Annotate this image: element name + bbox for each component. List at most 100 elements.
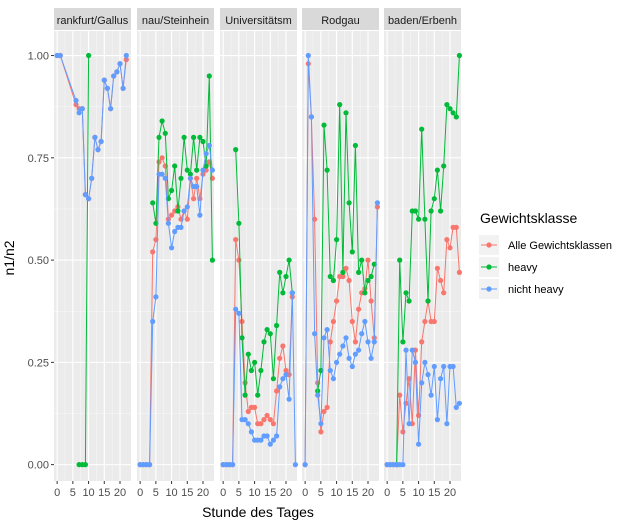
panel-background bbox=[54, 31, 131, 481]
data-point bbox=[162, 175, 168, 181]
data-point bbox=[425, 298, 431, 304]
x-tick-label: 20 bbox=[197, 487, 209, 499]
data-point bbox=[289, 290, 295, 296]
data-point bbox=[324, 404, 330, 410]
facet-panel-1: rankfurt/Gallus 0 5 10 15 20 bbox=[54, 8, 131, 499]
data-point bbox=[406, 298, 412, 304]
facet-strip-label: nau/Steinhein bbox=[142, 15, 209, 27]
legend-entry: nicht heavy bbox=[479, 279, 564, 299]
data-point bbox=[120, 85, 126, 91]
data-point bbox=[86, 52, 92, 59]
series-alle-gewichtsklassen bbox=[384, 224, 462, 468]
data-point bbox=[270, 421, 276, 427]
data-point bbox=[156, 134, 162, 140]
data-point bbox=[242, 392, 248, 398]
data-point bbox=[356, 306, 362, 312]
y-tick-label: 0.75 bbox=[28, 153, 49, 165]
data-point bbox=[242, 380, 248, 386]
data-point bbox=[438, 376, 444, 382]
data-point bbox=[352, 351, 358, 357]
data-point bbox=[159, 155, 165, 161]
data-point bbox=[368, 355, 374, 361]
facet-strip-label: rankfurt/Gallus bbox=[57, 15, 129, 27]
data-point bbox=[283, 367, 289, 374]
facet-strip bbox=[302, 8, 379, 30]
legend-entry: heavy bbox=[479, 257, 538, 277]
data-point bbox=[441, 363, 447, 370]
data-point bbox=[175, 208, 181, 214]
data-point bbox=[441, 290, 447, 296]
data-point bbox=[255, 392, 261, 398]
data-point bbox=[444, 102, 450, 108]
data-point bbox=[98, 138, 104, 145]
series-nicht-heavy bbox=[137, 142, 215, 468]
data-point bbox=[95, 147, 101, 153]
data-point bbox=[359, 331, 365, 337]
data-point bbox=[283, 372, 289, 378]
x-tick-label: 20 bbox=[444, 487, 456, 499]
data-point bbox=[416, 216, 422, 222]
data-point bbox=[425, 372, 431, 378]
data-point bbox=[206, 142, 212, 149]
data-point bbox=[292, 462, 298, 468]
data-point bbox=[147, 462, 153, 468]
data-point bbox=[419, 380, 425, 386]
data-point bbox=[403, 347, 409, 353]
data-point bbox=[419, 126, 425, 132]
data-point bbox=[172, 163, 178, 169]
data-point bbox=[169, 245, 175, 251]
y-tick-label: 0.50 bbox=[28, 255, 49, 267]
data-point bbox=[264, 433, 270, 439]
data-point bbox=[352, 142, 358, 149]
series-nicht-heavy bbox=[302, 52, 380, 468]
data-point bbox=[258, 437, 264, 443]
x-tick-label: 0 bbox=[137, 487, 143, 499]
data-point bbox=[245, 408, 251, 415]
data-point bbox=[450, 110, 456, 116]
data-point bbox=[82, 462, 88, 468]
data-point bbox=[267, 331, 273, 337]
data-point bbox=[194, 183, 200, 190]
data-point bbox=[184, 204, 190, 210]
data-point bbox=[400, 429, 406, 435]
facet-panel-2: nau/Steinhein 0 5 10 15 20 bbox=[137, 8, 215, 499]
data-point bbox=[346, 277, 352, 284]
x-tick-label: 5 bbox=[318, 487, 324, 499]
data-point bbox=[321, 122, 327, 128]
data-point bbox=[337, 351, 343, 357]
x-tick-label: 5 bbox=[236, 487, 242, 499]
x-tick-label: 5 bbox=[400, 487, 406, 499]
legend-key-point bbox=[486, 264, 492, 270]
data-point bbox=[324, 327, 330, 333]
data-point bbox=[334, 237, 340, 243]
legend-label: Alle Gewichtsklassen bbox=[508, 240, 612, 252]
x-tick-label: 0 bbox=[302, 487, 308, 499]
facet-strip bbox=[54, 8, 131, 30]
data-point bbox=[428, 392, 434, 398]
x-tick-label: 15 bbox=[346, 487, 358, 499]
facet-strip bbox=[384, 8, 461, 30]
data-point bbox=[453, 404, 459, 410]
facet-strip-label: Rodgau bbox=[321, 15, 360, 27]
data-point bbox=[365, 339, 371, 345]
data-point bbox=[444, 421, 450, 427]
data-point bbox=[165, 220, 171, 226]
data-point bbox=[359, 257, 365, 263]
data-point bbox=[245, 421, 251, 427]
data-point bbox=[178, 224, 184, 230]
y-tick-label: 0.25 bbox=[28, 357, 49, 369]
data-point bbox=[270, 437, 276, 443]
data-point bbox=[286, 396, 292, 402]
data-point bbox=[321, 408, 327, 415]
data-point bbox=[447, 245, 453, 251]
data-point bbox=[159, 171, 165, 177]
data-point bbox=[330, 277, 336, 284]
data-point bbox=[76, 110, 82, 116]
data-point bbox=[286, 257, 292, 263]
x-tick-label: 15 bbox=[181, 487, 193, 499]
data-point bbox=[258, 367, 264, 374]
y-axis: 0.00 0.25 0.50 0.75 1.00 bbox=[28, 51, 54, 472]
data-point bbox=[267, 441, 273, 447]
x-tick-label: 10 bbox=[248, 487, 260, 499]
data-point bbox=[239, 335, 245, 341]
